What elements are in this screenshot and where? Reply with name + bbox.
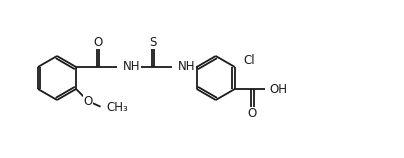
Text: O: O bbox=[84, 95, 93, 108]
Text: O: O bbox=[248, 107, 257, 120]
Text: S: S bbox=[149, 36, 156, 49]
Text: NH: NH bbox=[178, 61, 195, 73]
Text: Cl: Cl bbox=[244, 55, 255, 67]
Text: OH: OH bbox=[270, 82, 288, 95]
Text: O: O bbox=[93, 36, 103, 49]
Text: CH₃: CH₃ bbox=[107, 101, 128, 114]
Text: NH: NH bbox=[123, 61, 141, 73]
